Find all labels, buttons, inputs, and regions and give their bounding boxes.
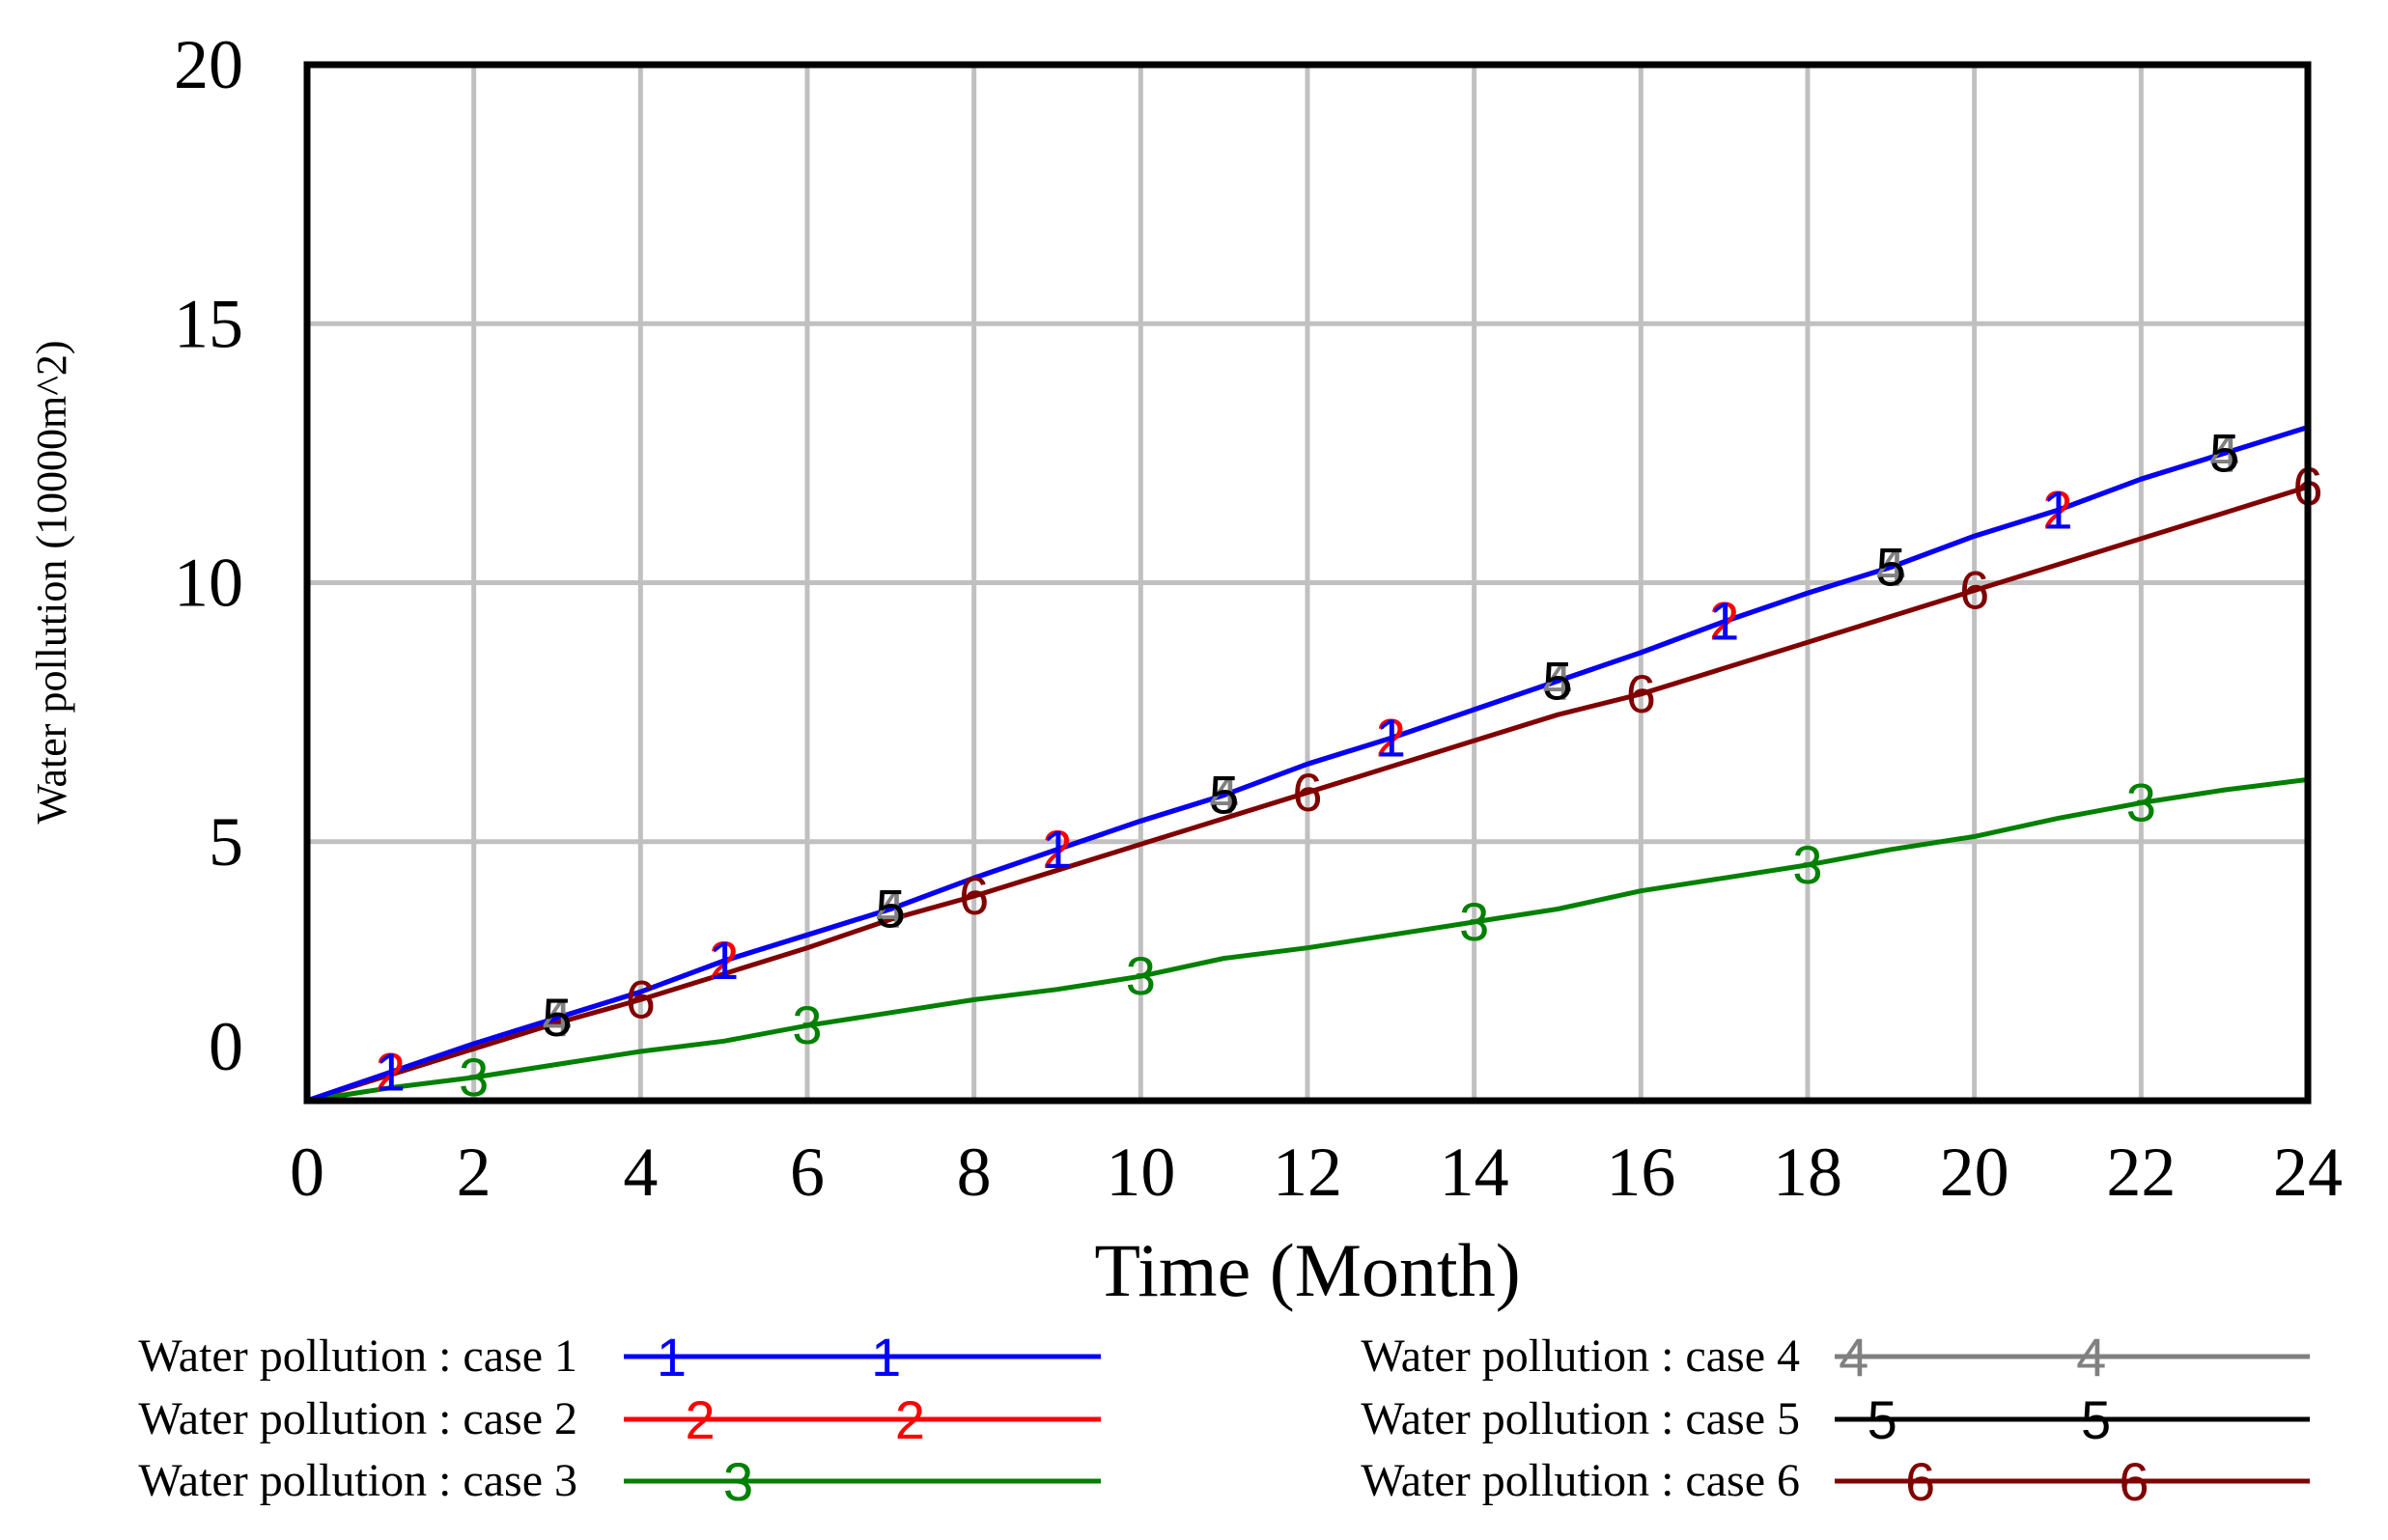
series-marker-case-3: 3 [792, 994, 822, 1055]
legend-label-case-1: Water pollution : case 1 [138, 1330, 577, 1382]
legend-marker-case-1: 1 [871, 1327, 901, 1387]
series-marker-case-1: 1 [1042, 819, 1072, 880]
series-line-case-3 [306, 776, 2309, 1104]
series-marker-case-1: 1 [376, 1041, 406, 1102]
legend-label-case-3: Water pollution : case 3 [138, 1455, 577, 1506]
series-marker-case-1: 1 [2042, 479, 2072, 540]
series-marker-case-1: 1 [1709, 591, 1739, 652]
series-line-case-1 [306, 425, 2309, 1104]
series-marker-case-4: 4 [542, 987, 572, 1048]
series-marker-case-5: 5 [542, 987, 572, 1048]
series-marker-case-4: 4 [1542, 650, 1572, 711]
series-marker-case-5: 5 [1209, 764, 1239, 825]
series-marker-case-3: 3 [1459, 891, 1489, 952]
x-tick-label: 12 [1273, 1134, 1342, 1211]
y-tick-label: 5 [209, 803, 243, 881]
series-marker-case-6: 6 [1292, 762, 1322, 823]
series-marker-case-3: 3 [459, 1047, 489, 1107]
legend-marker-case-5: 5 [1868, 1389, 1897, 1450]
series-marker-case-6: 6 [1959, 560, 1989, 621]
x-tick-label: 10 [1106, 1134, 1175, 1211]
series-marker-case-4: 4 [2209, 422, 2239, 483]
legend-marker-case-1: 1 [657, 1327, 687, 1387]
series-marker-case-5: 5 [2209, 422, 2239, 483]
legend-marker-case-6: 6 [1905, 1451, 1935, 1512]
series-marker-case-1: 1 [709, 930, 739, 991]
x-tick-label: 14 [1440, 1134, 1509, 1211]
series-marker-case-2: 2 [1042, 819, 1072, 880]
series-marker-case-4: 4 [1876, 536, 1906, 597]
y-axis-title: Water pollution (10000m^2) [28, 340, 75, 824]
series-marker-case-5: 5 [876, 878, 906, 938]
series-marker-case-4: 4 [1209, 764, 1239, 825]
y-tick-label: 0 [209, 1008, 243, 1085]
series-marker-case-3: 3 [1792, 834, 1822, 895]
series-lines [306, 425, 2309, 1104]
x-axis-title: Time (Month) [1094, 1228, 1520, 1312]
legend-marker-case-4: 4 [1839, 1327, 1868, 1387]
legend-marker-case-3: 3 [723, 1451, 753, 1512]
legend: Water pollution : case 1 1 1 Water pollutio… [138, 1327, 2310, 1512]
series-marker-case-3: 3 [2126, 772, 2156, 833]
series-line-case-6 [306, 484, 2309, 1104]
series-marker-case-4: 4 [876, 878, 906, 938]
series-marker-case-2: 2 [709, 930, 739, 991]
legend-label-case-5: Water pollution : case 5 [1361, 1393, 1800, 1444]
series-marker-case-2: 2 [1376, 707, 1406, 768]
legend-marker-case-5: 5 [2081, 1389, 2111, 1450]
legend-label-case-4: Water pollution : case 4 [1361, 1330, 1800, 1382]
x-tick-label: 24 [2273, 1134, 2343, 1211]
x-tick-label: 18 [1773, 1134, 1842, 1211]
x-tick-label: 20 [1940, 1134, 2009, 1211]
series-marker-case-6: 6 [626, 968, 656, 1029]
legend-marker-case-3: 3 [723, 1451, 753, 1512]
legend-label-case-2: Water pollution : case 2 [138, 1393, 577, 1444]
series-marker-case-5: 5 [1542, 650, 1572, 711]
series-marker-case-6: 6 [959, 865, 989, 926]
legend-marker-case-2: 2 [895, 1389, 925, 1450]
legend-marker-case-2: 2 [685, 1389, 715, 1450]
legend-marker-case-6: 6 [2119, 1451, 2149, 1512]
series-marker-case-2: 2 [376, 1041, 406, 1102]
y-tick-label: 10 [174, 545, 243, 622]
x-tick-label: 16 [1606, 1134, 1675, 1211]
legend-marker-case-4: 4 [2076, 1327, 2106, 1387]
y-tick-label: 20 [174, 26, 243, 103]
y-tick-label: 15 [174, 285, 243, 362]
series-marker-case-3: 3 [1126, 945, 1156, 1006]
x-tick-label: 22 [2106, 1134, 2176, 1211]
x-tick-label: 8 [957, 1134, 992, 1211]
x-tick-label: 0 [290, 1134, 324, 1211]
x-tick-label: 4 [623, 1134, 658, 1211]
x-tick-label: 6 [790, 1134, 825, 1211]
x-tick-label: 2 [457, 1134, 492, 1211]
grid [307, 65, 2308, 1101]
series-marker-case-2: 2 [1709, 591, 1739, 652]
series-marker-case-1: 1 [1376, 707, 1406, 768]
plot-frame [303, 61, 2312, 1105]
legend-label-case-6: Water pollution : case 6 [1361, 1455, 1800, 1506]
series-marker-case-6: 6 [1626, 663, 1656, 724]
series-marker-case-2: 2 [2042, 479, 2072, 540]
series-marker-case-5: 5 [1876, 536, 1906, 597]
